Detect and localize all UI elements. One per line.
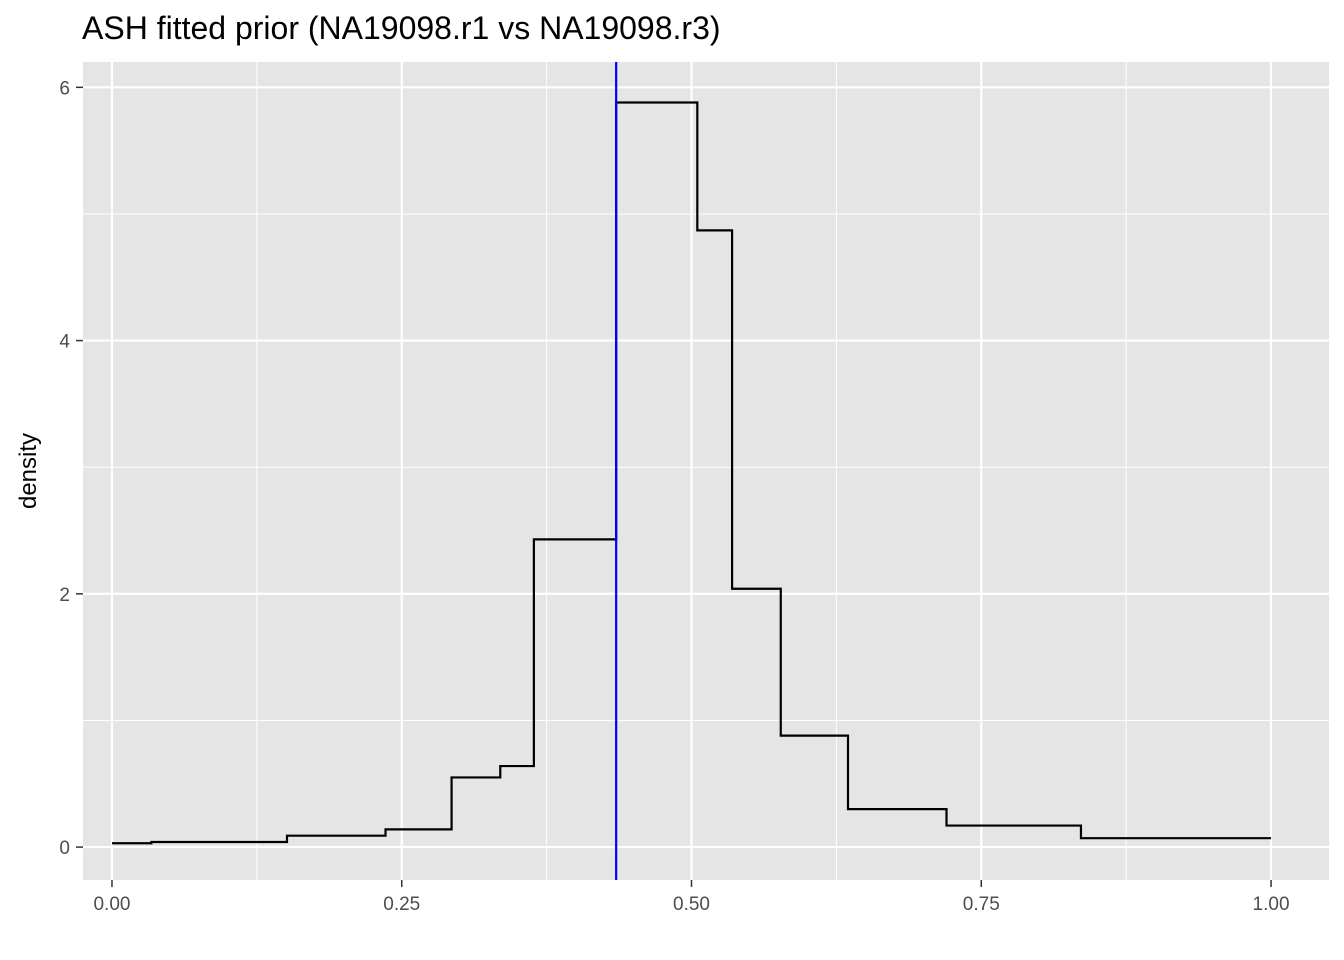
plot-panel bbox=[83, 62, 1329, 880]
grid-minor bbox=[83, 62, 1329, 880]
y-axis: 0 2 4 6 bbox=[59, 78, 83, 859]
x-tick-label: 0.25 bbox=[383, 894, 420, 915]
x-tick-label: 0.00 bbox=[93, 894, 130, 915]
chart-title: ASH fitted prior (NA19098.r1 vs NA19098.… bbox=[82, 10, 721, 46]
grid-major bbox=[83, 62, 1329, 880]
x-tick-label: 0.75 bbox=[963, 894, 1000, 915]
x-axis: 0.00 0.25 0.50 0.75 1.00 bbox=[93, 880, 1290, 915]
y-tick-label: 4 bbox=[59, 332, 70, 353]
x-tick-label: 1.00 bbox=[1253, 894, 1290, 915]
y-tick-label: 2 bbox=[59, 585, 70, 606]
y-axis-title: density bbox=[15, 433, 42, 509]
x-tick-label: 0.50 bbox=[673, 894, 710, 915]
y-tick-label: 6 bbox=[59, 78, 70, 99]
y-tick-label: 0 bbox=[59, 838, 70, 859]
